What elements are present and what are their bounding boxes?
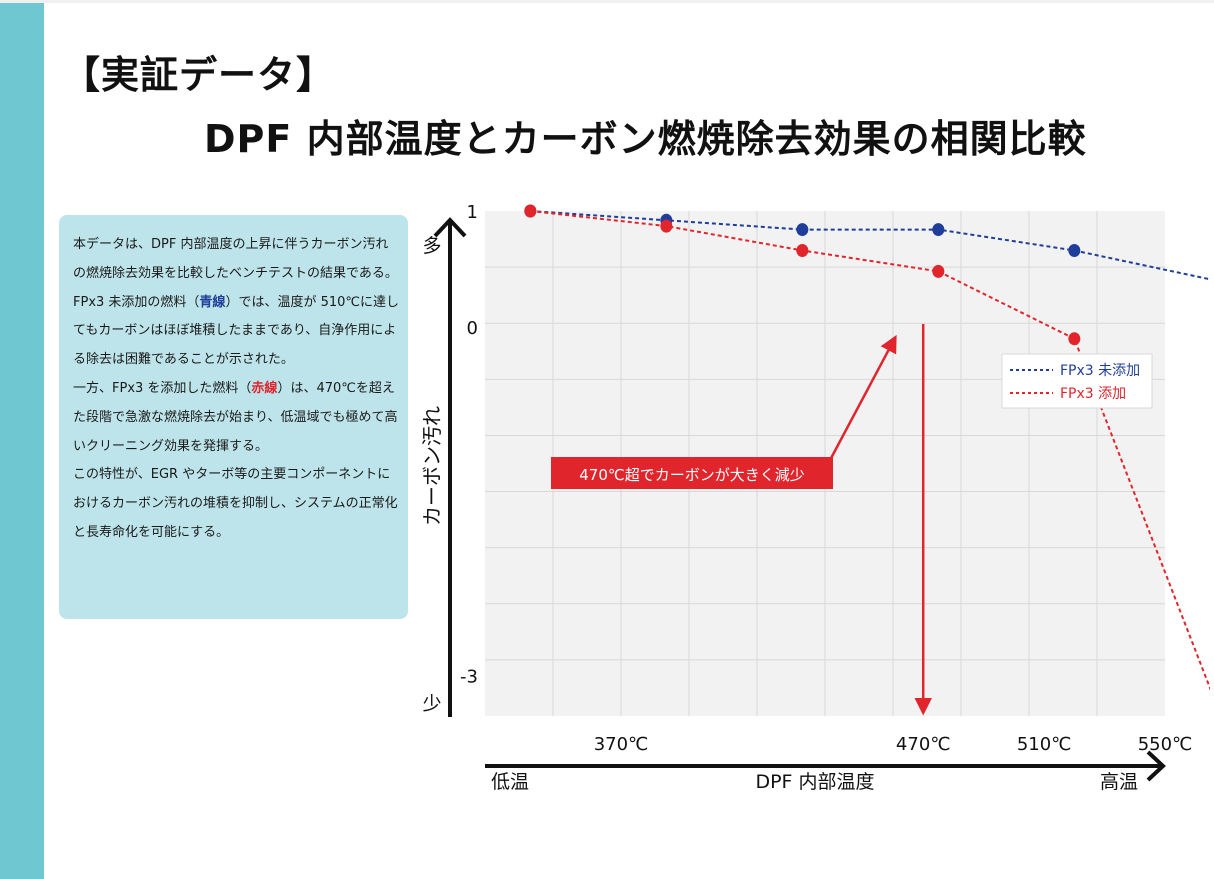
data-point-blue <box>796 223 809 237</box>
x-tick-label: 370℃ <box>594 734 649 755</box>
x-tick-labels: 370℃ 470℃ 510℃ 550℃ <box>594 734 1193 755</box>
description-p3-after: ）は、470℃を超えた段階で急激な燃焼除去が始まり、低温域でも極めて高いクリーニ… <box>73 380 398 454</box>
x-axis-high-label: 高温 <box>1100 771 1138 793</box>
data-point-blue <box>1068 243 1081 257</box>
x-axis-title: DPF 内部温度 <box>755 771 874 793</box>
sidebar-accent-bar <box>0 3 44 879</box>
annotation-text: 470℃超でカーボンが大きく減少 <box>579 466 804 484</box>
legend: FPx3 未添加 FPx3 添加 <box>1001 353 1153 409</box>
description-paragraph-1: 本データは、DPF 内部温度の上昇に伴うカーボン汚れの燃焼除去効果を比較したベン… <box>73 237 398 281</box>
page-title-bracket: 【実証データ】 <box>62 53 336 97</box>
series-line-red <box>530 210 1210 691</box>
x-axis-low-label: 低温 <box>491 771 529 793</box>
top-border <box>0 0 1214 3</box>
data-point-red <box>932 264 945 278</box>
legend-label-red: FPx3 添加 <box>1060 386 1126 402</box>
series-line-blue <box>530 210 1210 281</box>
x-axis-arrowhead <box>1146 750 1166 782</box>
y-tick-label: -3 <box>460 666 478 687</box>
annotation-arrow <box>827 334 897 463</box>
data-point-red <box>1068 332 1081 346</box>
data-point-red <box>524 204 537 218</box>
y-axis-arrowhead <box>433 217 467 238</box>
description-p2-after: ）では、温度が 510℃に達してもカーボンはほぼ堆積したままであり、自浄作用によ… <box>73 294 399 368</box>
data-point-blue <box>932 223 945 237</box>
description-p2-before: FPx3 未添加の燃料（ <box>73 294 200 310</box>
data-point-red <box>660 219 673 233</box>
legend-box <box>1001 353 1153 409</box>
y-tick-labels: 1 0 -3 <box>460 202 478 687</box>
legend-label-blue: FPx3 未添加 <box>1060 363 1140 379</box>
page-title-main: DPF 内部温度とカーボン燃焼除去効果の相関比較 <box>204 117 1087 161</box>
y-axis-top-label: 多 <box>422 235 441 257</box>
x-tick-label: 550℃ <box>1138 734 1193 755</box>
x-tick-label: 510℃ <box>1017 734 1072 755</box>
highlight-blue-line: 青線 <box>199 294 226 310</box>
y-axis-title: カーボン汚れ <box>420 406 444 526</box>
series-layer <box>524 204 1210 691</box>
description-paragraph-4: この特性が、EGR やターボ等の主要コンポーネントにおけるカーボン汚れの堆積を抑… <box>73 467 398 540</box>
x-tick-label: 470℃ <box>896 734 951 755</box>
description-p3-before: 一方、FPx3 を添加した燃料（ <box>73 380 252 396</box>
annotation-box <box>551 457 833 489</box>
y-tick-label: 0 <box>467 318 478 339</box>
carbon-temperature-chart: 多 少 カーボン汚れ 低温 高温 DPF 内部温度 1 0 -3 370℃ 470℃ 5… <box>420 202 1210 793</box>
description-paragraph-2: FPx3 未添加の燃料（青線）では、温度が 510℃に達してもカーボンはほぼ堆積… <box>73 289 400 375</box>
description-panel: 本データは、DPF 内部温度の上昇に伴うカーボン汚れの燃焼除去効果を比較したベン… <box>59 215 408 619</box>
data-point-red <box>796 243 809 257</box>
y-tick-label: 1 <box>467 202 478 223</box>
description-paragraph-3: 一方、FPx3 を添加した燃料（赤線）は、470℃を超えた段階で急激な燃焼除去が… <box>73 375 400 461</box>
highlight-red-line: 赤線 <box>251 380 278 396</box>
y-axis-bottom-label: 少 <box>422 693 441 715</box>
